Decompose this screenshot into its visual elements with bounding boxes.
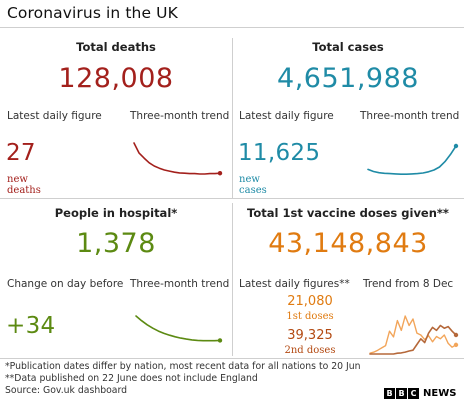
cases-label: Total cases (312, 40, 384, 54)
deaths-total: 128,008 (58, 63, 174, 94)
vaccine-daily-label: Latest daily figures** (239, 278, 350, 290)
vaccine-second-trend-line (369, 324, 457, 355)
deaths-trend-chart (133, 142, 223, 176)
vertical-divider-bottom (232, 203, 233, 356)
footnote-publication: *Publication dates differ by nation, mos… (5, 361, 361, 372)
hospital-daily-label: Change on day before (7, 278, 124, 290)
vertical-divider-top (232, 38, 233, 198)
vaccine-total: 43,148,843 (268, 228, 428, 259)
hospital-trend-chart (135, 315, 223, 343)
cases-daily-value: 11,625 (238, 140, 321, 166)
bbc-news-logo: B B C NEWS (384, 385, 456, 399)
cases-trend-end-dot (453, 143, 459, 149)
vaccine-label: Total 1st vaccine doses given** (247, 206, 449, 220)
page-title: Coronavirus in the UK (7, 4, 178, 22)
news-wordmark: NEWS (423, 388, 457, 399)
deaths-daily-label: Latest daily figure (7, 110, 102, 122)
middle-divider (0, 198, 464, 199)
title-divider (0, 27, 464, 28)
hospital-trend-end-dot (217, 338, 223, 343)
vaccine-second-value: 39,325 (287, 328, 333, 343)
vaccine-first-value: 21,080 (287, 294, 333, 309)
vaccine-first-trend-line (369, 315, 457, 354)
vaccine-first-sub: 1st doses (286, 311, 334, 322)
bbc-letter-b1: B (384, 388, 395, 399)
hospital-trend-label: Three-month trend (130, 278, 230, 290)
deaths-trend-label: Three-month trend (130, 110, 230, 122)
vaccine-first-trend-end-dot (453, 342, 459, 348)
cases-daily-label: Latest daily figure (239, 110, 334, 122)
footer-divider (0, 358, 464, 359)
footnote-england: **Data published on 22 June does not inc… (5, 373, 258, 384)
vaccine-trend-chart (369, 315, 459, 355)
vaccine-second-sub: 2nd doses (284, 345, 336, 356)
deaths-daily-sub: new deaths (7, 174, 41, 196)
bbc-letter-c: C (408, 388, 419, 399)
hospital-total: 1,378 (76, 228, 156, 259)
bbc-letter-b2: B (396, 388, 407, 399)
cases-total: 4,651,988 (277, 63, 419, 94)
deaths-trend-end-dot (217, 171, 223, 176)
vaccine-second-trend-end-dot (453, 332, 459, 338)
deaths-trend-line (133, 142, 221, 175)
deaths-daily-value: 27 (6, 140, 36, 166)
cases-daily-sub: new cases (239, 174, 267, 196)
vaccine-trend-label: Trend from 8 Dec (363, 278, 454, 290)
cases-trend-line (367, 145, 457, 176)
cases-trend-label: Three-month trend (360, 110, 460, 122)
deaths-label: Total deaths (76, 40, 156, 54)
hospital-label: People in hospital* (54, 206, 178, 220)
hospital-trend-line (135, 315, 221, 342)
cases-trend-chart (367, 143, 459, 176)
hospital-daily-value: +34 (6, 313, 56, 339)
footnote-source: Source: Gov.uk dashboard (5, 385, 128, 396)
